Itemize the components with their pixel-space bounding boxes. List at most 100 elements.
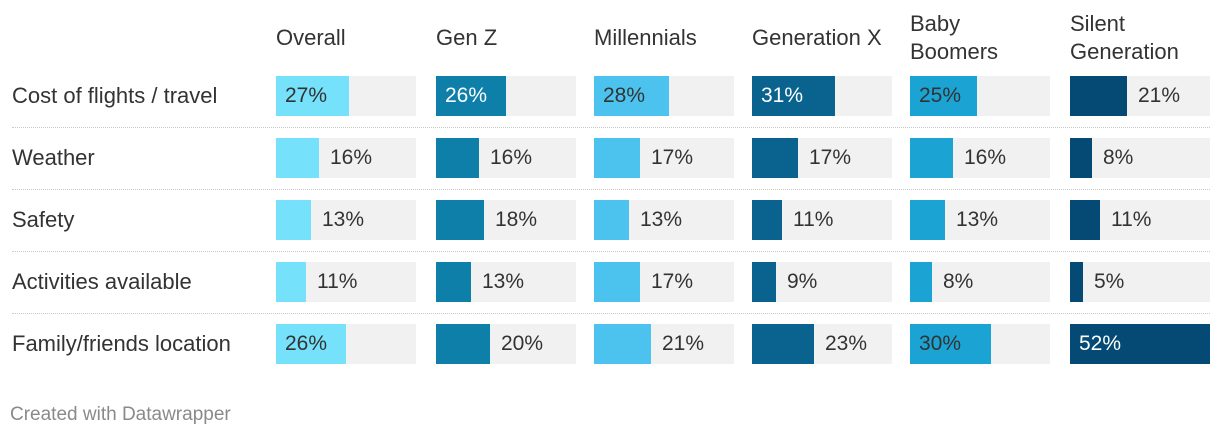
bar-track: 13% [910,200,1050,240]
bar [436,138,479,178]
bar [1070,138,1092,178]
data-label: 25% [919,84,962,107]
bar-track: 13% [594,200,734,240]
bar-track: 31% [752,76,892,116]
bar-track: 20% [436,324,576,364]
bar [910,200,945,240]
data-label: 17% [651,270,694,293]
data-label: 17% [809,146,852,169]
column-header: Overall [276,25,346,50]
bar-track: 9% [752,262,892,302]
data-label: 13% [956,208,999,231]
bar [1070,200,1100,240]
column-header: Baby Boomers [910,11,999,64]
bar-track: 11% [752,200,892,240]
bar [276,138,319,178]
data-label: 13% [640,208,683,231]
row-label: Weather [12,145,95,170]
data-label: 23% [825,332,868,355]
bar-track: 26% [276,324,416,364]
bar [752,200,782,240]
bar [436,262,471,302]
bar-track: 13% [276,200,416,240]
bar [436,324,490,364]
data-label: 26% [285,332,328,355]
data-label: 5% [1094,270,1125,293]
column-header: Generation X [752,25,882,50]
row-label: Family/friends location [12,331,231,356]
bar [752,262,776,302]
bar-track: 17% [752,138,892,178]
bar [276,324,346,364]
data-label: 11% [1111,208,1152,231]
bar-track: 25% [910,76,1050,116]
bar-track: 8% [1070,138,1210,178]
bar [1070,262,1083,302]
column-header: Silent Generation [1070,11,1179,64]
bar-track: 11% [1070,200,1210,240]
bar-track: 13% [436,262,576,302]
bar-track: 16% [436,138,576,178]
bar [752,138,798,178]
bar-track: 16% [910,138,1050,178]
data-label: 21% [662,332,705,355]
bar-track: 27% [276,76,416,116]
column-header: Millennials [594,25,697,50]
data-label: 13% [322,208,365,231]
data-label: 30% [919,332,962,355]
row-label: Safety [12,207,75,232]
data-label: 26% [445,84,488,107]
bar [594,262,640,302]
bar [594,324,651,364]
data-label: 28% [603,84,646,107]
bar [752,76,835,116]
bar [276,262,306,302]
data-label: 27% [285,84,328,107]
data-label: 52% [1079,332,1122,355]
bar-track: 52% [1070,324,1210,364]
bar [910,76,977,116]
row-label: Activities available [12,269,192,294]
bar-track: 18% [436,200,576,240]
bar-track: 30% [910,324,1050,364]
data-label: 11% [317,270,358,293]
data-label: 21% [1138,84,1181,107]
bar [594,200,629,240]
bar [1070,324,1210,364]
bar [910,138,953,178]
data-label: 8% [1103,146,1134,169]
bar [752,324,814,364]
row-separator [12,313,1210,314]
data-label: 11% [793,208,834,231]
bar [436,200,484,240]
row-separator [12,189,1210,190]
bar-track: 16% [276,138,416,178]
data-label: 18% [495,208,538,231]
datawrapper-credit: Created with Datawrapper [10,404,231,425]
bar-track: 11% [276,262,416,302]
row-separator [12,251,1210,252]
bar-track: 28% [594,76,734,116]
bar [910,262,932,302]
bar-track: 8% [910,262,1050,302]
data-label: 16% [330,146,373,169]
bar-track: 23% [752,324,892,364]
row-separator [12,127,1210,128]
bar [910,324,991,364]
bar [594,138,640,178]
bar [594,76,669,116]
data-label: 8% [943,270,974,293]
row-label: Cost of flights / travel [12,83,218,108]
data-label: 13% [482,270,525,293]
data-label: 16% [490,146,533,169]
data-label: 17% [651,146,694,169]
data-label: 31% [761,84,804,107]
column-header: Gen Z [436,25,498,50]
bar [1070,76,1127,116]
data-label: 9% [787,270,818,293]
bar [276,200,311,240]
data-label: 20% [501,332,544,355]
bar-track: 17% [594,262,734,302]
bar-track: 26% [436,76,576,116]
